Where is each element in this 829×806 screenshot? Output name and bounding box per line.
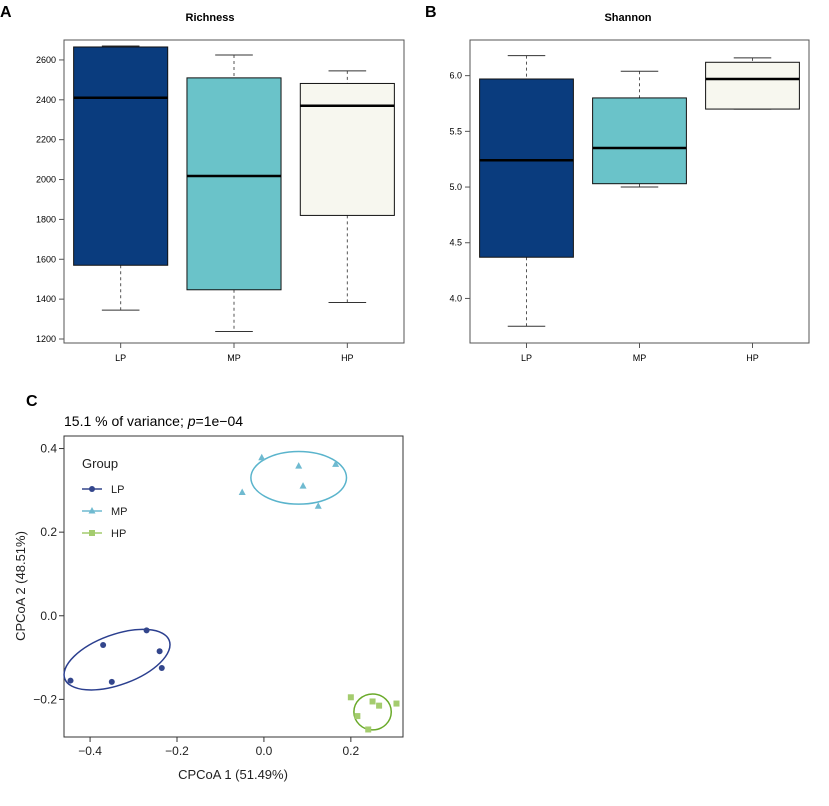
shannon-xtick-label: MP xyxy=(633,353,647,363)
point-hp xyxy=(354,713,361,720)
shannon-ytick-label: 6.0 xyxy=(449,71,462,81)
panel-label-b: B xyxy=(425,4,437,21)
legend-marker-mp xyxy=(88,507,96,514)
richness-xtick-label: HP xyxy=(341,353,354,363)
richness-box-lp xyxy=(73,46,169,266)
point-hp xyxy=(393,700,400,707)
shannon-ytick-label: 5.0 xyxy=(449,182,462,192)
point-hp xyxy=(376,702,383,709)
legend-label-mp: MP xyxy=(111,506,128,518)
cpcoa-subtitle-suffix: =1e−04 xyxy=(196,413,244,429)
legend-title: Group xyxy=(82,456,118,471)
point-mp xyxy=(332,460,340,467)
point-hp xyxy=(369,698,376,705)
point-mp xyxy=(314,502,322,509)
shannon-box-hp xyxy=(705,61,800,110)
richness-ytick-label: 1200 xyxy=(36,334,56,344)
cpcoa-subtitle-p: p xyxy=(187,413,196,429)
cpcoa-ytick-label: 0.4 xyxy=(40,442,57,456)
shannon-xtick-label: HP xyxy=(746,353,759,363)
cpcoa-x-label: CPCoA 1 (51.49%) xyxy=(178,767,288,782)
richness-ytick-label: 2200 xyxy=(36,135,56,145)
panel-label-c: C xyxy=(26,393,38,410)
richness-box-mp xyxy=(186,77,282,291)
legend-label-hp: HP xyxy=(111,528,126,540)
shannon-title: Shannon xyxy=(604,12,651,24)
cpcoa-xtick-label: −0.2 xyxy=(165,744,189,758)
cpcoa-ytick-label: −0.2 xyxy=(33,692,57,706)
cpcoa-ytick-label: 0.0 xyxy=(40,609,57,623)
shannon-xtick-label: LP xyxy=(521,353,532,363)
cpcoa-xtick-label: 0.2 xyxy=(343,744,360,758)
cpcoa-xtick-label: −0.4 xyxy=(78,744,102,758)
point-hp xyxy=(347,694,354,701)
richness-title: Richness xyxy=(186,12,235,24)
point-lp xyxy=(108,678,115,685)
richness-ytick-label: 2600 xyxy=(36,55,56,65)
richness-ytick-label: 1400 xyxy=(36,294,56,304)
cpcoa-legend: Group LP MP HP xyxy=(82,456,128,540)
richness-box-hp xyxy=(299,82,395,216)
point-lp xyxy=(67,677,74,684)
shannon-ytick-label: 4.0 xyxy=(449,293,462,303)
shannon-ytick-label: 4.5 xyxy=(449,238,462,248)
richness-ytick-label: 1600 xyxy=(36,254,56,264)
shannon-box-lp xyxy=(479,78,574,258)
cpcoa-xtick-label: 0.0 xyxy=(256,744,273,758)
richness-boxplot: Richness 1200 1400 1600 1800 2000 2200 2400 260… xyxy=(36,12,405,363)
cpcoa-subtitle-prefix: 15.1 % of variance; xyxy=(64,413,188,429)
legend-marker-hp xyxy=(89,530,95,536)
point-mp xyxy=(238,488,246,495)
richness-ytick-label: 1800 xyxy=(36,214,56,224)
ellipse-mp xyxy=(250,450,348,505)
point-lp xyxy=(143,627,150,634)
cpcoa-scatter: 15.1 % of variance; p=1e−04 CPCoA 1 (51.… xyxy=(13,413,404,782)
shannon-box-mp xyxy=(592,97,687,185)
shannon-boxplot: Shannon 4.0 4.5 5.0 5.5 6.0 LP MP HP xyxy=(449,12,810,363)
cpcoa-y-label: CPCoA 2 (48.51%) xyxy=(13,531,28,641)
legend-marker-lp xyxy=(89,486,95,492)
ellipse-lp xyxy=(63,628,171,691)
point-lp xyxy=(100,642,107,649)
cpcoa-subtitle: 15.1 % of variance; p=1e−04 xyxy=(64,413,243,429)
point-mp xyxy=(299,482,307,489)
richness-ytick-label: 2000 xyxy=(36,175,56,185)
point-mp xyxy=(258,453,266,461)
legend-label-lp: LP xyxy=(111,484,124,496)
cpcoa-plot-frame xyxy=(63,435,404,738)
richness-ytick-label: 2400 xyxy=(36,95,56,105)
point-lp xyxy=(158,665,165,672)
richness-xtick-label: MP xyxy=(227,353,241,363)
ellipse-hp xyxy=(353,693,393,731)
point-hp xyxy=(365,726,372,733)
panel-label-a: A xyxy=(0,4,12,21)
point-mp xyxy=(295,462,303,469)
richness-xtick-label: LP xyxy=(115,353,126,363)
point-lp xyxy=(156,648,163,655)
cpcoa-ytick-label: 0.2 xyxy=(40,525,57,539)
shannon-ytick-label: 5.5 xyxy=(449,126,462,136)
